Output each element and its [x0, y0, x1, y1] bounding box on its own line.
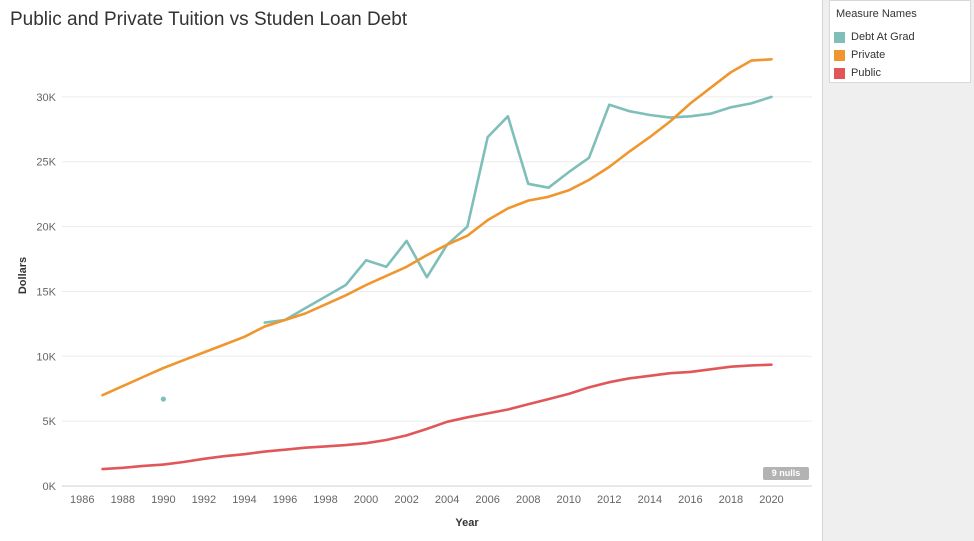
x-tick-label: 2004 [435, 494, 459, 506]
axis-labels: Year Dollars [17, 257, 479, 529]
legend-item-private[interactable]: Private [834, 47, 885, 63]
gridlines [62, 96, 812, 487]
legend-label: Public [851, 67, 881, 79]
x-tick-label: 2018 [719, 494, 743, 506]
series-line-public[interactable] [101, 363, 773, 471]
legend-swatch-debt [834, 31, 845, 43]
legend-label: Private [851, 49, 886, 61]
x-axis-title: Year [455, 517, 479, 529]
y-axis-title: Dollars [17, 257, 29, 294]
nulls-indicator-badge[interactable]: 9 nulls [763, 467, 809, 480]
x-tick-label: 2000 [354, 494, 378, 506]
side-panel [822, 0, 974, 541]
y-tick-label: 15K [36, 286, 56, 298]
legend-title: Measure Names [836, 8, 917, 20]
x-tick-label: 2008 [516, 494, 540, 506]
x-tick-label: 2020 [759, 494, 783, 506]
x-tick-label: 1986 [70, 494, 94, 506]
y-tick-label: 25K [36, 157, 56, 169]
line-chart: 0K 5K 10K 15K 20K 25K 30K 1986 1988 1990 1992 1994 1… [17, 57, 812, 529]
legend-swatch-public [834, 67, 845, 79]
series-line-debt-at-grad[interactable] [263, 95, 773, 324]
x-tick-label: 1992 [192, 494, 216, 506]
y-tick-label: 10K [36, 351, 56, 363]
chart-title: Public and Private Tuition vs Studen Loa… [10, 9, 408, 30]
series-line-private[interactable] [101, 57, 773, 397]
x-tick-label: 2010 [557, 494, 581, 506]
x-tick-label: 1996 [273, 494, 297, 506]
y-tick-label: 20K [36, 222, 56, 234]
x-tick-label: 2002 [394, 494, 418, 506]
y-tick-label: 5K [43, 416, 57, 428]
x-tick-label: 1998 [313, 494, 337, 506]
x-tick-label: 1994 [232, 494, 256, 506]
axes: 0K 5K 10K 15K 20K 25K 30K 1986 1988 1990 1992 1994 1… [36, 92, 812, 506]
x-tick-label: 2006 [475, 494, 499, 506]
y-tick-label: 0K [43, 481, 57, 493]
x-tick-label: 1988 [111, 494, 135, 506]
x-tick-label: 2014 [638, 494, 662, 506]
x-tick-label: 1990 [151, 494, 175, 506]
data-point-debt-at-grad[interactable] [160, 396, 166, 402]
legend-swatch-private [834, 49, 845, 61]
series-lines[interactable] [101, 57, 773, 471]
x-tick-label: 2016 [678, 494, 702, 506]
x-tick-label: 2012 [597, 494, 621, 506]
legend-item-debt-at-grad[interactable]: Debt At Grad [834, 29, 915, 45]
legend-item-public[interactable]: Public [834, 65, 881, 81]
legend-label: Debt At Grad [851, 31, 915, 43]
legend[interactable]: Measure Names Debt At Grad Private Publi… [829, 0, 971, 83]
y-tick-label: 30K [36, 92, 56, 104]
